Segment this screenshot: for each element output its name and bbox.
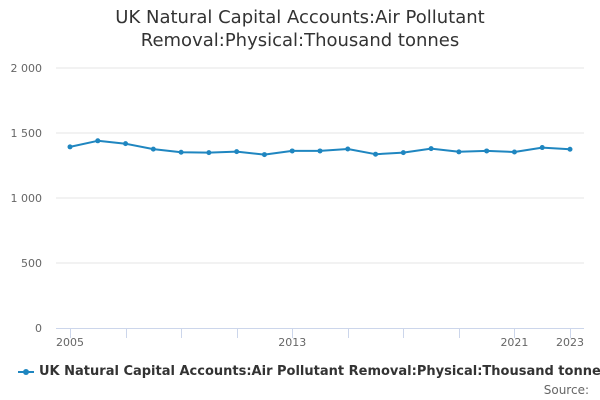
legend-line-symbol-icon [18, 367, 34, 377]
y-tick-label: 0 [35, 322, 42, 335]
data-point [95, 138, 101, 144]
data-point [400, 150, 406, 156]
data-point [428, 146, 434, 152]
chart-title: UK Natural Capital Accounts:Air Pollutan… [0, 6, 600, 52]
data-point [373, 151, 379, 157]
data-point [484, 148, 490, 154]
data-point [150, 146, 156, 152]
y-tick-label: 1 500 [11, 127, 43, 140]
data-point [289, 148, 295, 154]
chart-title-line-1: UK Natural Capital Accounts:Air Pollutan… [115, 7, 485, 28]
data-point [345, 146, 351, 152]
series-group [67, 138, 573, 158]
data-point [206, 150, 212, 156]
y-tick-label: 2 000 [11, 62, 43, 75]
x-tick-label: 2013 [278, 336, 306, 349]
chart-title-line-2: Removal:Physical:Thousand tonnes [140, 30, 460, 51]
x-tick-label: 2023 [556, 336, 584, 349]
data-point [567, 146, 573, 152]
data-point [67, 144, 73, 150]
x-tick-label: 2005 [56, 336, 84, 349]
data-point [456, 149, 462, 155]
data-point [261, 152, 267, 158]
legend-item[interactable]: UK Natural Capital Accounts:Air Pollutan… [18, 364, 600, 379]
credits-source[interactable]: Source: [543, 383, 589, 397]
gridlines [56, 67, 584, 264]
x-axis [56, 328, 584, 338]
y-tick-label: 500 [21, 257, 42, 270]
data-point [123, 141, 129, 147]
data-point [511, 149, 517, 155]
data-point [234, 149, 240, 155]
x-axis-tick-labels: 2005 2013 2021 2023 [56, 336, 584, 349]
y-tick-label: 1 000 [11, 192, 43, 205]
y-axis-tick-labels: 0 500 1 000 1 500 2 000 [11, 62, 43, 335]
x-tick-label: 2021 [500, 336, 528, 349]
data-point [317, 148, 323, 154]
data-point [539, 145, 545, 151]
data-point [178, 149, 184, 155]
legend-label: UK Natural Capital Accounts:Air Pollutan… [39, 364, 600, 379]
